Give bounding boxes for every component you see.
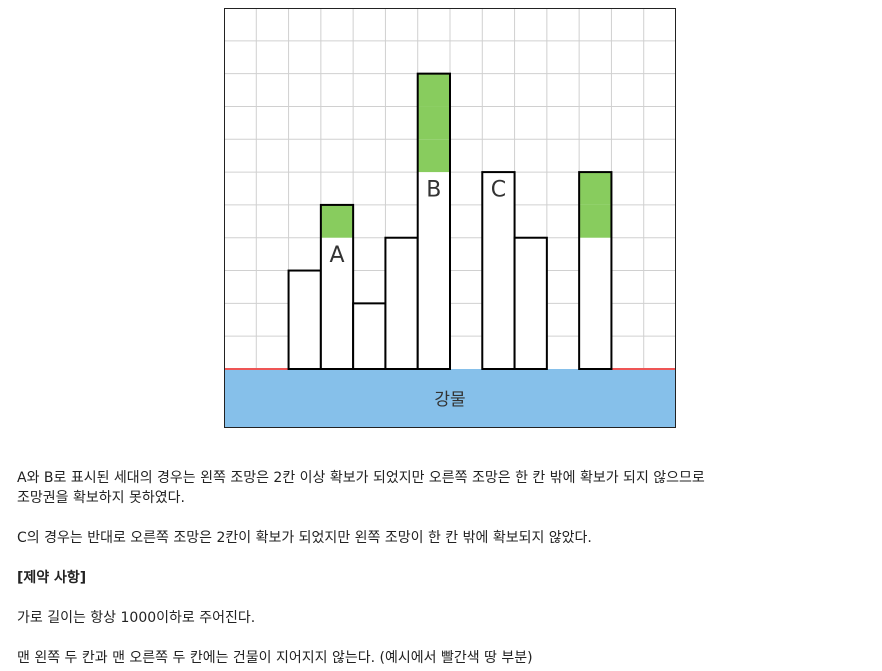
unit-label: C xyxy=(491,178,506,203)
building-outline xyxy=(416,72,451,371)
building-outline xyxy=(513,236,548,370)
river-area xyxy=(224,369,676,428)
cell-labels: A B C xyxy=(329,178,506,269)
building xyxy=(288,270,321,369)
view-secured-floor xyxy=(320,204,354,238)
view-secured-floor xyxy=(417,106,450,140)
building xyxy=(514,237,547,369)
constraints-heading: [제약 사항] xyxy=(17,570,87,586)
building-view-figure: A B C 강물 xyxy=(224,8,676,428)
constraint-width: 가로 길이는 항상 1000이하로 주어진다. xyxy=(17,610,256,626)
paragraph-ab-line1: A와 B로 표시된 세대의 경우는 왼쪽 조망은 2칸 이상 확보가 되었지만 … xyxy=(17,470,705,486)
building-outline xyxy=(319,203,355,370)
figure-border xyxy=(224,8,676,428)
constraint-edges: 맨 왼쪽 두 칸과 맨 오른쪽 두 칸에는 건물이 지어지지 않는다. (예시에… xyxy=(17,650,533,666)
river-label: 강물 xyxy=(434,390,465,410)
view-secured-floor xyxy=(417,139,450,173)
building xyxy=(385,237,418,369)
view-secured-floor xyxy=(417,73,450,107)
paragraph-ab-line2: 조망권을 확보하지 못하였다. xyxy=(17,490,185,506)
building-outline xyxy=(578,171,613,370)
paragraph-c: C의 경우는 반대로 오른쪽 조망은 2칸이 확보가 되었지만 왼쪽 조망이 한… xyxy=(17,530,592,546)
unit-label: A xyxy=(329,243,344,268)
view-secured-floor xyxy=(579,204,612,238)
building xyxy=(482,172,515,369)
unit-label: B xyxy=(426,178,441,203)
building xyxy=(353,303,386,369)
buildings xyxy=(287,72,613,371)
view-secured-floor xyxy=(579,172,612,205)
